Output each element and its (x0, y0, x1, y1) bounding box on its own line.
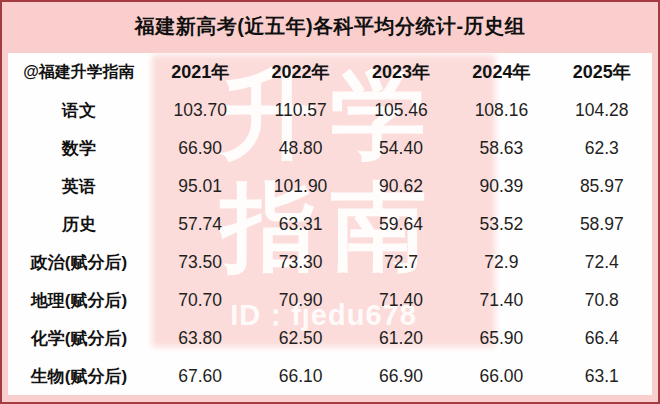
score-cell: 63.80 (150, 319, 250, 357)
score-cell: 58.63 (451, 129, 551, 167)
score-cell: 70.70 (150, 281, 250, 319)
score-cell: 90.62 (351, 167, 451, 205)
score-cell: 59.64 (351, 205, 451, 243)
score-cell: 58.97 (552, 205, 652, 243)
header-year-2024: 2024年 (451, 53, 551, 91)
header-year-2023: 2023年 (351, 53, 451, 91)
score-cell: 72.7 (351, 243, 451, 281)
scores-table: @福建升学指南 2021年 2022年 2023年 2024年 2025年 语文… (8, 53, 652, 395)
header-year-2021: 2021年 (150, 53, 250, 91)
score-cell: 72.9 (451, 243, 551, 281)
row-label-chinese: 语文 (8, 91, 150, 129)
score-cell: 101.90 (250, 167, 350, 205)
score-cell: 54.40 (351, 129, 451, 167)
score-cell: 62.50 (250, 319, 350, 357)
score-cell: 65.90 (451, 319, 551, 357)
header-year-2022: 2022年 (250, 53, 350, 91)
score-cell: 71.40 (351, 281, 451, 319)
row-label-chemistry: 化学(赋分后) (8, 319, 150, 357)
score-cell: 103.70 (150, 91, 250, 129)
score-cell: 70.90 (250, 281, 350, 319)
infographic-page: { "title": "福建新高考(近五年)各科平均分统计-历史组", "wat… (0, 0, 660, 404)
score-cell: 85.97 (552, 167, 652, 205)
score-cell: 61.20 (351, 319, 451, 357)
row-label-geography: 地理(赋分后) (8, 281, 150, 319)
score-cell: 63.1 (552, 357, 652, 395)
score-cell: 108.16 (451, 91, 551, 129)
score-cell: 66.00 (451, 357, 551, 395)
score-cell: 71.40 (451, 281, 551, 319)
score-cell: 104.28 (552, 91, 652, 129)
page-title: 福建新高考(近五年)各科平均分统计-历史组 (0, 0, 660, 53)
score-cell: 73.50 (150, 243, 250, 281)
score-cell: 62.3 (552, 129, 652, 167)
score-cell: 48.80 (250, 129, 350, 167)
score-cell: 95.01 (150, 167, 250, 205)
header-source-tag: @福建升学指南 (8, 53, 150, 91)
score-cell: 66.4 (552, 319, 652, 357)
score-cell: 66.90 (150, 129, 250, 167)
score-cell: 73.30 (250, 243, 350, 281)
score-cell: 67.60 (150, 357, 250, 395)
score-cell: 105.46 (351, 91, 451, 129)
score-cell: 72.4 (552, 243, 652, 281)
row-label-politics: 政治(赋分后) (8, 243, 150, 281)
row-label-history: 历史 (8, 205, 150, 243)
score-cell: 53.52 (451, 205, 551, 243)
row-label-math: 数学 (8, 129, 150, 167)
score-cell: 90.39 (451, 167, 551, 205)
score-cell: 66.10 (250, 357, 350, 395)
score-cell: 63.31 (250, 205, 350, 243)
table-card: 升学 指南 ID：fjedu678 @福建升学指南 2021年 2022年 20… (8, 53, 652, 395)
header-year-2025: 2025年 (552, 53, 652, 91)
row-label-biology: 生物(赋分后) (8, 357, 150, 395)
score-cell: 66.90 (351, 357, 451, 395)
score-cell: 70.8 (552, 281, 652, 319)
score-cell: 110.57 (250, 91, 350, 129)
score-cell: 57.74 (150, 205, 250, 243)
row-label-english: 英语 (8, 167, 150, 205)
